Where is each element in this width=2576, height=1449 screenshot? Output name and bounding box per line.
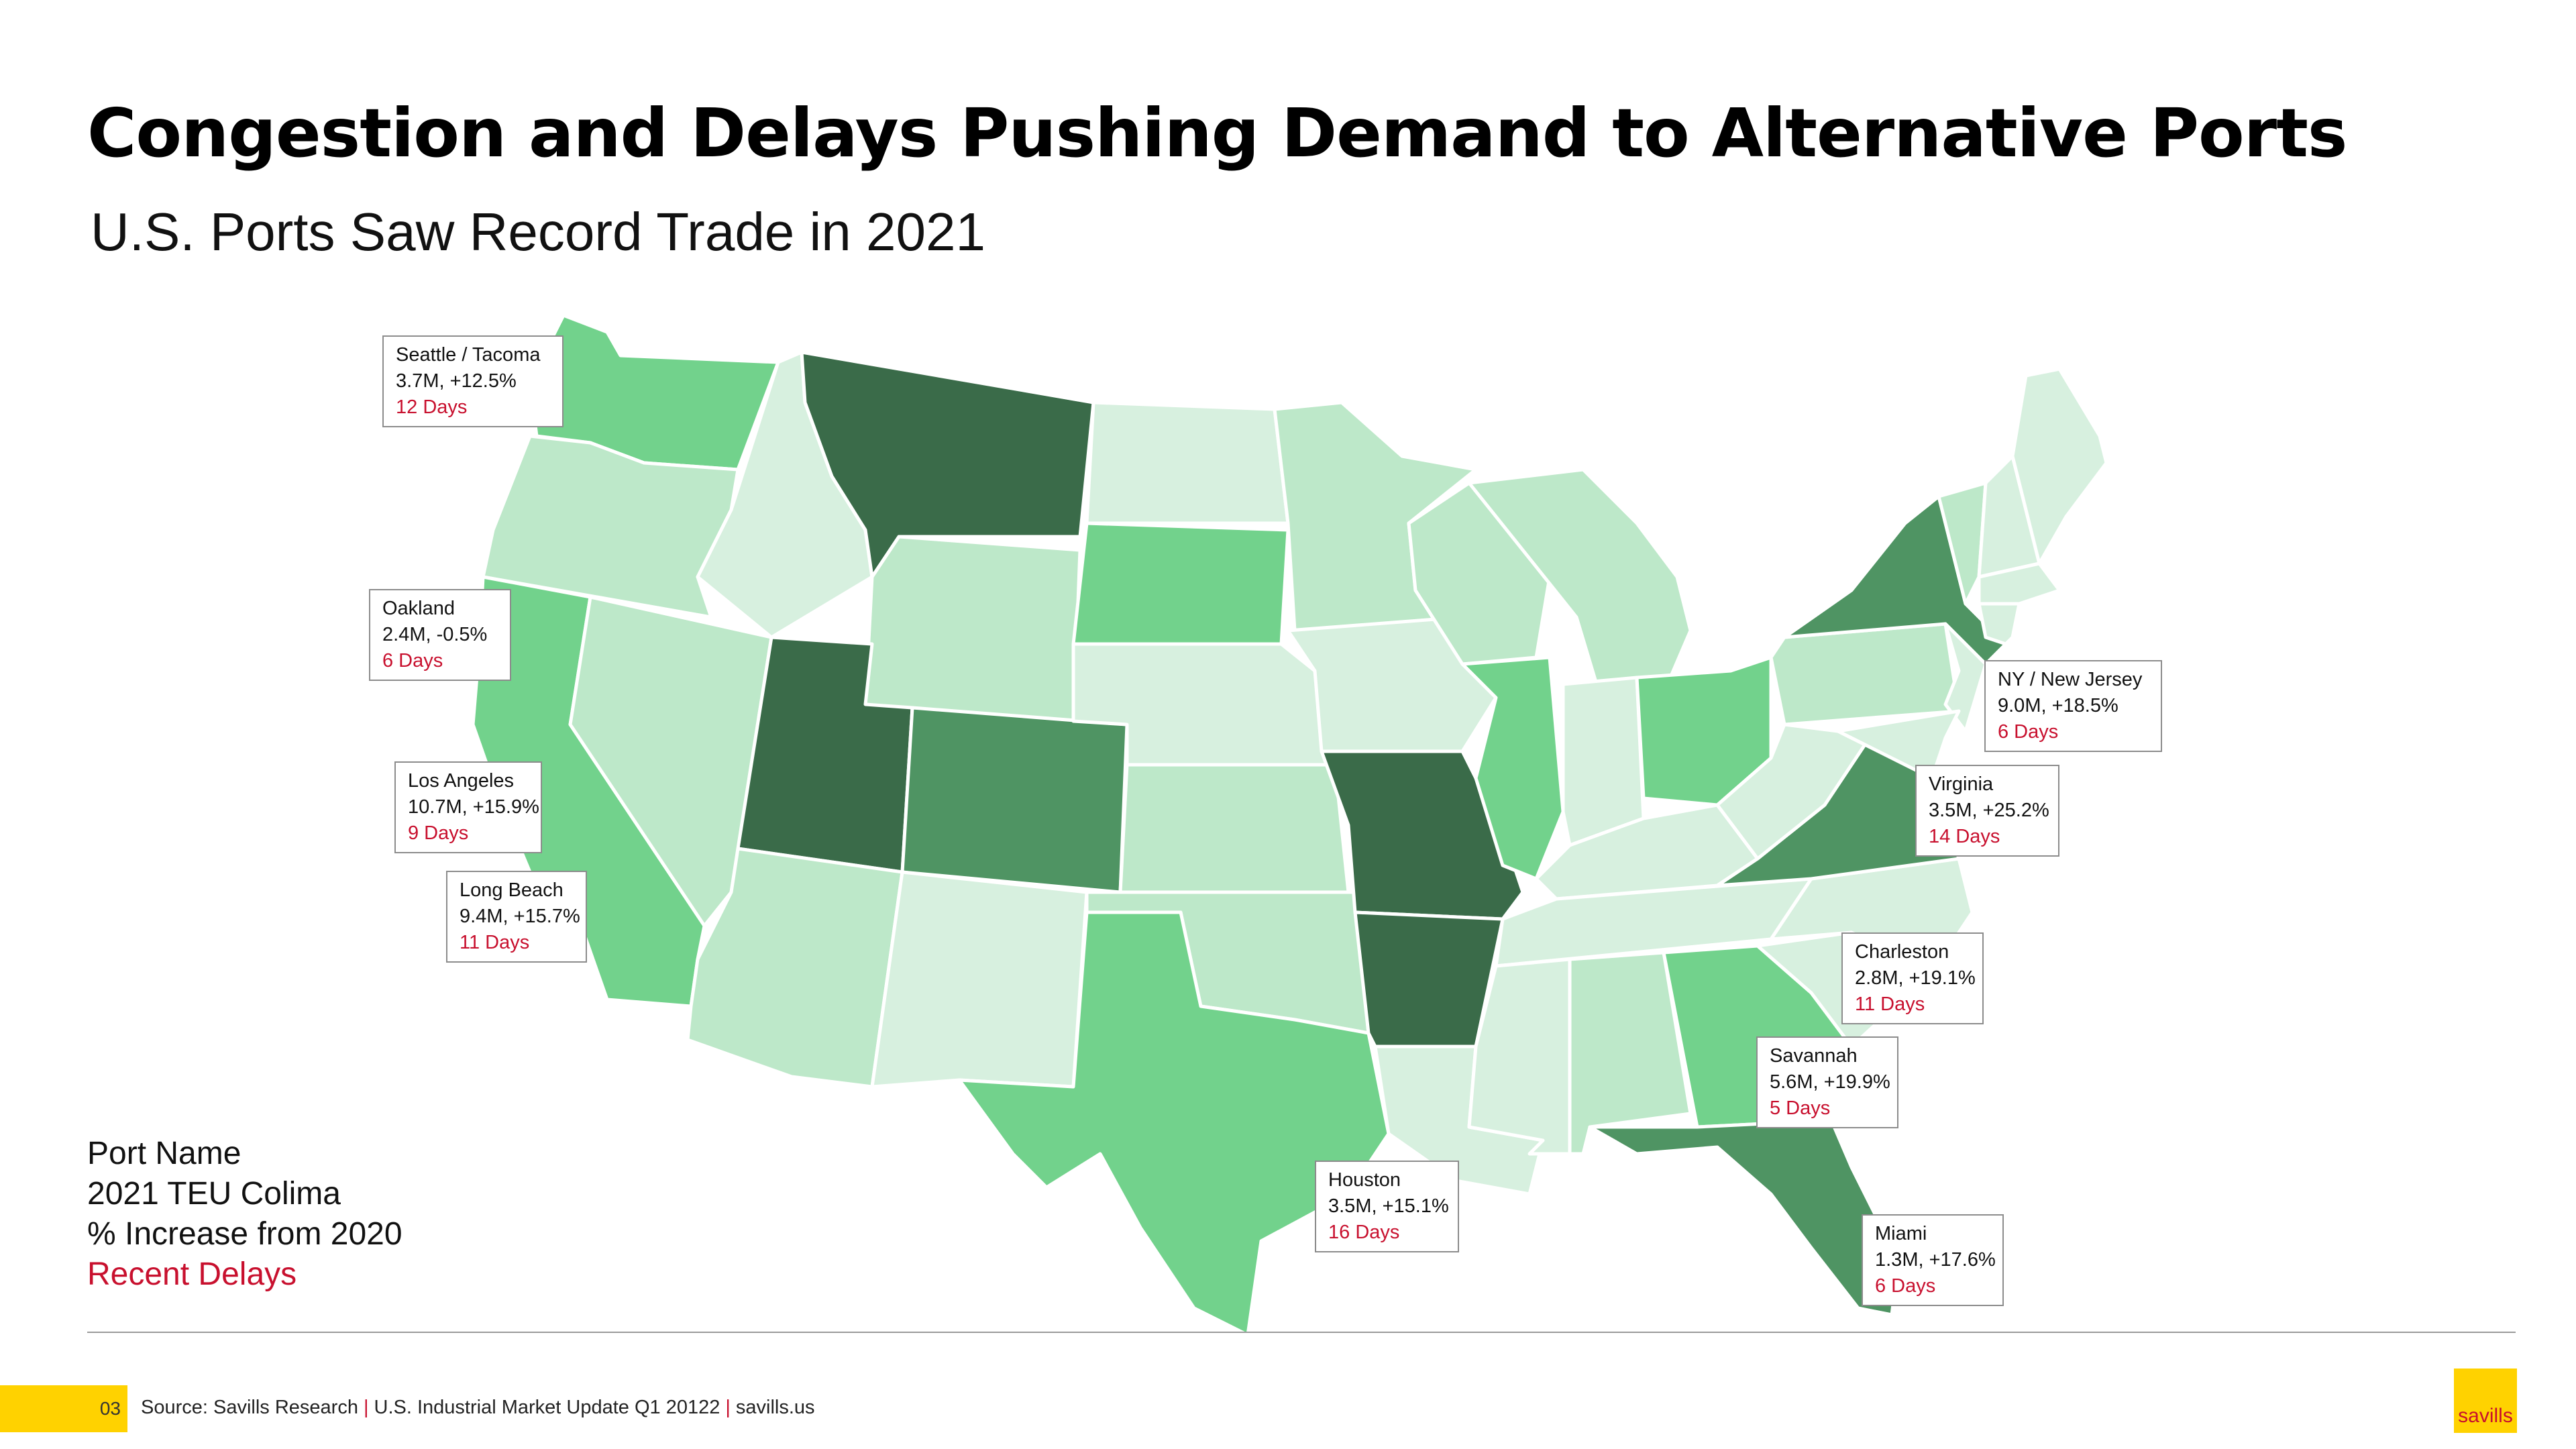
legend-increase: % Increase from 2020 [87, 1216, 402, 1252]
port-delay: 11 Days [1855, 994, 1925, 1015]
port-name: NY / New Jersey [1998, 669, 2143, 690]
state-nevada [568, 595, 773, 928]
port-delay: 6 Days [1875, 1275, 1936, 1297]
port-delay: 14 Days [1929, 826, 2000, 847]
port-delay: 6 Days [1998, 721, 2059, 743]
report-name: U.S. Industrial Market Update Q1 20122 [374, 1397, 720, 1418]
port-name: Savannah [1770, 1045, 1858, 1067]
page-number: 03 [0, 1385, 127, 1432]
state-indiana [1561, 676, 1646, 847]
port-name: Houston [1328, 1169, 1401, 1191]
port-callout-virginia: Virginia 3.5M, +25.2% 14 Days [1915, 765, 2059, 857]
state-illinois [1460, 655, 1565, 881]
page-title: Congestion and Delays Pushing Demand to … [87, 94, 2347, 172]
state-maryland [1836, 709, 1961, 780]
state-colorado [900, 706, 1129, 894]
legend-port-name: Port Name [87, 1136, 241, 1171]
port-stats: 9.4M, +15.7% [460, 906, 580, 927]
port-stats: 2.8M, +19.1% [1855, 967, 1976, 989]
port-callout-ny-nj: NY / New Jersey 9.0M, +18.5% 6 Days [1984, 660, 2162, 752]
port-callout-seattle: Seattle / Tacoma 3.7M, +12.5% 12 Days [382, 335, 564, 427]
port-delay: 11 Days [460, 932, 530, 953]
legend-teu-volume: 2021 TEU Colima [87, 1176, 341, 1212]
port-stats: 5.6M, +19.9% [1770, 1071, 1890, 1093]
port-delay: 9 Days [408, 822, 469, 844]
port-stats: 3.7M, +12.5% [396, 370, 517, 392]
state-wyoming [863, 535, 1082, 727]
port-name: Long Beach [460, 879, 564, 901]
port-delay: 5 Days [1770, 1097, 1831, 1119]
website-link[interactable]: savills.us [735, 1397, 815, 1418]
port-name: Oakland [382, 598, 455, 619]
page-subtitle: U.S. Ports Saw Record Trade in 2021 [91, 202, 985, 262]
separator: | [363, 1397, 369, 1418]
state-michigan [1467, 468, 1693, 686]
port-stats: 1.3M, +17.6% [1875, 1249, 1996, 1271]
port-stats: 3.5M, +15.1% [1328, 1195, 1449, 1217]
port-name: Charleston [1855, 941, 1949, 963]
port-stats: 10.7M, +15.9% [408, 796, 539, 818]
port-stats: 9.0M, +18.5% [1998, 695, 2118, 716]
logo-text: savills [2458, 1405, 2513, 1427]
port-delay: 16 Days [1328, 1222, 1400, 1243]
port-callout-houston: Houston 3.5M, +15.1% 16 Days [1315, 1161, 1459, 1252]
port-name: Seattle / Tacoma [396, 344, 541, 366]
port-name: Virginia [1929, 773, 1994, 795]
state-florida [1588, 1118, 1900, 1317]
separator: | [725, 1397, 731, 1418]
state-south-dakota [1071, 521, 1290, 646]
port-callout-long-beach: Long Beach 9.4M, +15.7% 11 Days [446, 871, 587, 963]
state-connecticut [1977, 602, 2021, 646]
state-kansas [1118, 763, 1350, 894]
port-delay: 12 Days [396, 396, 468, 418]
state-maine [2010, 367, 2108, 566]
port-callout-savannah: Savannah 5.6M, +19.9% 5 Days [1756, 1036, 1898, 1128]
port-name: Los Angeles [408, 770, 515, 792]
port-callout-los-angeles: Los Angeles 10.7M, +15.9% 9 Days [394, 761, 542, 853]
state-missouri [1320, 749, 1525, 921]
port-stats: 2.4M, -0.5% [382, 624, 488, 645]
savills-logo: savills [2454, 1368, 2517, 1433]
state-new-mexico [870, 870, 1089, 1089]
port-callout-miami: Miami 1.3M, +17.6% 6 Days [1862, 1214, 2004, 1306]
port-stats: 3.5M, +25.2% [1929, 800, 2049, 821]
legend-recent-delays: Recent Delays [87, 1256, 297, 1292]
footer-divider [87, 1332, 2516, 1333]
port-delay: 6 Days [382, 650, 443, 672]
source-text: Source: Savills Research [141, 1397, 358, 1418]
state-massachusetts [1977, 561, 2061, 606]
port-callout-oakland: Oakland 2.4M, -0.5% 6 Days [369, 589, 511, 681]
state-north-dakota [1085, 400, 1290, 525]
state-texas [957, 910, 1391, 1337]
port-name: Miami [1875, 1223, 1927, 1244]
map-legend: Port Name 2021 TEU Colima % Increase fro… [87, 1134, 402, 1295]
source-line: Source: Savills Research | U.S. Industrial… [141, 1397, 815, 1419]
state-pennsylvania [1769, 622, 1961, 727]
port-callout-charleston: Charleston 2.8M, +19.1% 11 Days [1841, 932, 1984, 1024]
